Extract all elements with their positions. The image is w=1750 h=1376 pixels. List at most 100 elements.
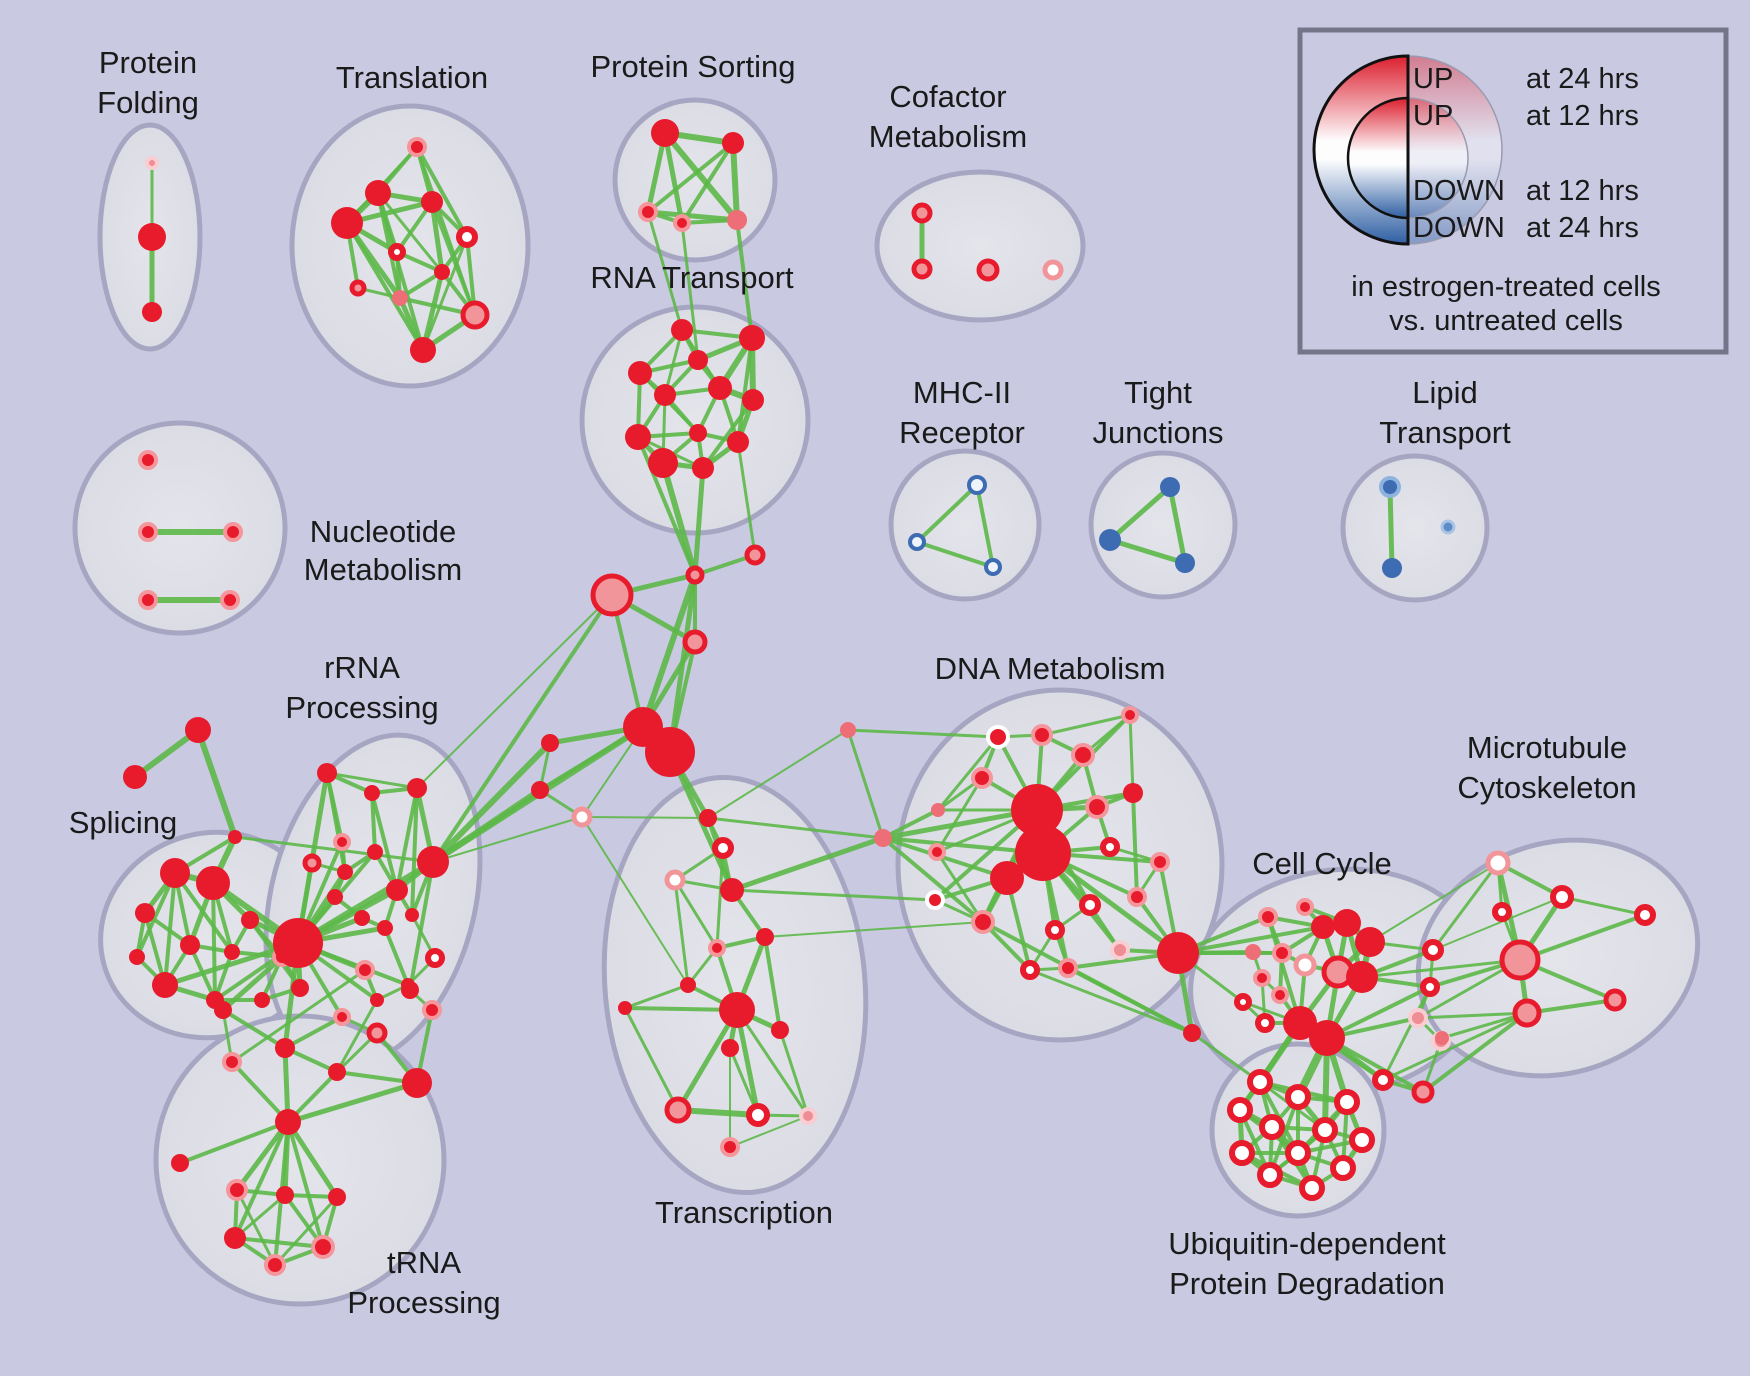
cluster-tight-junctions-label: Tight [1124, 375, 1192, 410]
gene-node-p5 [224, 944, 240, 960]
gene-node-t0 [407, 137, 427, 157]
gene-node-q15 [355, 960, 375, 980]
gene-node-k11 [1271, 986, 1289, 1004]
network-edge [376, 191, 425, 352]
gene-node-p11 [291, 979, 309, 997]
gene-node-t1 [365, 180, 391, 206]
network-edge [693, 553, 757, 577]
gene-node-c1 [911, 258, 933, 280]
network-edge [736, 440, 757, 557]
gene-node-x2 [228, 830, 242, 844]
gene-node-s3 [673, 214, 691, 232]
gene-node-g6 [1085, 795, 1109, 819]
gene-node-v15 [746, 1103, 770, 1127]
network-edge [429, 199, 445, 275]
gene-node-g18 [1045, 920, 1065, 940]
cluster-transcription-label: Transcription [655, 1195, 833, 1230]
cluster-lipid-transport-ellipse [1340, 453, 1490, 603]
gene-node-b11 [1299, 1175, 1325, 1201]
gene-node-b7 [1229, 1140, 1255, 1166]
network-edge [645, 209, 740, 223]
gene-node-v18 [720, 1137, 740, 1157]
network-edge [1325, 985, 1432, 1040]
gene-node-q7 [417, 846, 449, 878]
gene-node-g12 [1015, 825, 1071, 881]
gene-node-j1 [1099, 529, 1121, 551]
legend-time-3: at 24 hrs [1526, 212, 1639, 244]
gene-node-b8 [1285, 1140, 1311, 1166]
gene-node-v11 [719, 992, 755, 1028]
cluster-rrna-processing-label: Processing [285, 690, 438, 725]
network-edge [233, 1236, 325, 1249]
network-edge [235, 1188, 277, 1267]
gene-node-h2 [744, 544, 766, 566]
gene-node-t7 [349, 279, 367, 297]
network-edge [1440, 1011, 1529, 1040]
network-edge [1190, 1031, 1262, 1084]
network-edge [881, 836, 1009, 880]
gene-node-q26 [402, 1068, 432, 1098]
network-edge [1369, 862, 1499, 943]
network-edge [935, 776, 984, 854]
gene-node-v13 [721, 1039, 739, 1057]
gene-node-t9 [460, 300, 490, 330]
network-edge [415, 145, 469, 239]
gene-node-v1 [531, 781, 549, 799]
cluster-protein-sorting-ellipse [612, 97, 778, 263]
gene-node-r1 [739, 325, 765, 351]
gene-node-r5 [708, 376, 732, 400]
gene-node-b3 [1227, 1097, 1253, 1123]
gene-node-q5 [337, 864, 353, 880]
gene-node-q11 [377, 920, 393, 936]
network-edge [846, 728, 885, 840]
gene-node-c0 [911, 202, 933, 224]
gene-node-t4 [456, 226, 478, 248]
network-edge [1128, 713, 1135, 795]
cluster-cell-cycle-label: Cell Cycle [1252, 846, 1392, 881]
gene-node-b6 [1349, 1127, 1375, 1153]
network-edge [420, 269, 445, 353]
gene-node-v6 [664, 869, 686, 891]
gene-node-w5 [1603, 988, 1627, 1012]
gene-node-v9 [708, 939, 726, 957]
network-edge [421, 235, 469, 352]
network-edge [195, 727, 238, 840]
gene-node-u3 [276, 1186, 294, 1204]
network-edge [233, 1120, 290, 1240]
network-edge [975, 483, 995, 569]
gene-node-f0 [145, 156, 159, 170]
gene-node-x1 [123, 765, 147, 789]
legend-note: in estrogen-treated cells [1351, 271, 1661, 303]
gene-node-h1 [685, 565, 705, 585]
network-edge [431, 593, 614, 864]
gene-node-f1 [138, 223, 166, 251]
legend-time-1: at 12 hrs [1526, 100, 1639, 132]
gene-node-g19 [1020, 960, 1040, 980]
cluster-nucleotide-metabolism-label: Metabolism [304, 552, 463, 587]
network-edge [1387, 484, 1395, 571]
gene-node-u4 [328, 1188, 346, 1206]
gene-node-s0 [651, 119, 679, 147]
gene-node-n2 [223, 522, 243, 542]
gene-node-k17 [1411, 1080, 1435, 1104]
network-edge [395, 786, 419, 892]
gene-node-p8 [152, 972, 178, 998]
network-edge [1028, 968, 1194, 1035]
gene-node-t8 [392, 290, 408, 306]
network-edge [1421, 1011, 1529, 1094]
network-edge [623, 1006, 680, 1112]
network-edge [881, 836, 985, 924]
network-edge [646, 141, 735, 214]
network-edge [623, 1006, 739, 1012]
network-edge [1107, 537, 1188, 566]
gene-node-q17 [370, 993, 384, 1007]
gene-node-k7 [1293, 953, 1317, 977]
gene-node-g20 [1058, 958, 1078, 978]
gene-node-q3 [333, 833, 351, 851]
network-edge [736, 336, 754, 444]
gene-node-g17 [1079, 894, 1101, 916]
network-edge [408, 860, 435, 992]
gene-node-v2 [571, 806, 593, 828]
gene-node-b9 [1330, 1155, 1356, 1181]
